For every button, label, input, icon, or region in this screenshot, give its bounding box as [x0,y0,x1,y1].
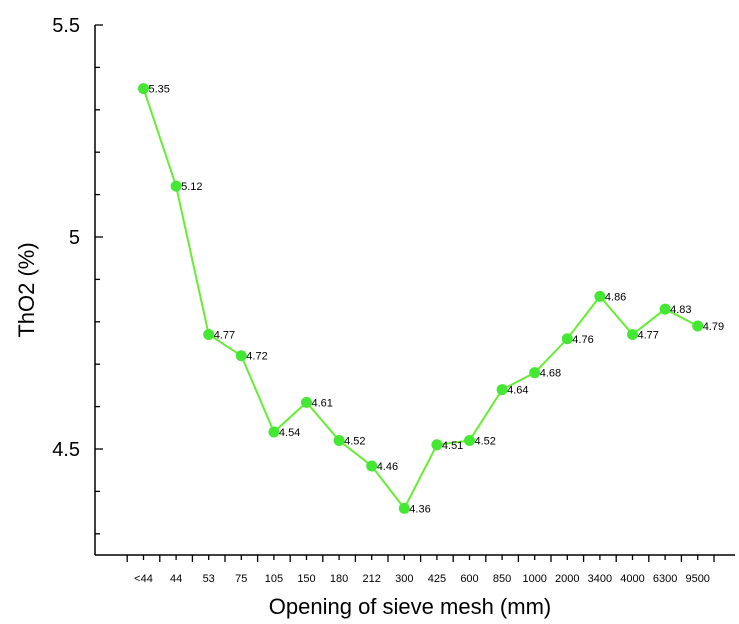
data-point [464,435,475,447]
y-tick-labels: 4.5 5 5.5 [52,15,80,461]
data-point [138,83,149,95]
data-label: 4.86 [605,291,626,303]
x-tick-label: 2000 [555,573,579,585]
x-tick-label: 6300 [653,573,677,585]
data-label: 4.77 [638,330,659,342]
data-point [301,396,312,408]
data-label: 4.83 [670,304,691,316]
data-label: 4.46 [377,461,398,473]
data-point [235,350,247,362]
x-tick-label: 105 [265,573,283,585]
x-axis-label: Opening of sieve mesh (mm) [269,594,551,619]
y-minor-ticks [95,24,103,535]
x-tick-label: 300 [395,573,413,585]
x-tick-label: 3400 [588,573,612,585]
x-tick-label: 75 [235,573,247,585]
axes [94,25,735,556]
x-tick-label: 212 [363,573,381,585]
data-point [561,333,573,345]
data-point [692,320,704,332]
data-label: 4.79 [703,321,724,333]
data-label: 4.52 [344,436,365,448]
series-line [142,88,699,511]
data-label: 4.54 [279,427,300,439]
data-label: 4.68 [540,368,561,380]
data-labels: 5.35 5.12 4.77 4.72 4.54 4.61 4.52 4.46 4.36 4.51… [149,84,725,516]
y-tick-label: 5 [69,227,80,249]
x-tick-labels: <44 44 53 75 105 150 180 212 300 425 600 850 1000 200… [134,573,710,585]
y-tick-label: 5.5 [52,15,80,37]
data-point [529,367,541,379]
x-tick-label: 850 [493,573,511,585]
x-tick-label: 44 [170,573,182,585]
x-tick-label: 4000 [620,573,644,585]
data-point [398,502,410,514]
y-tick-label: 4.5 [52,439,80,461]
x-ticks [126,555,715,562]
x-tick-label: 1000 [522,573,546,585]
data-point [496,384,508,396]
data-point [659,303,671,315]
data-label: 4.77 [214,330,235,342]
data-label: 4.61 [312,397,333,409]
x-tick-label: 53 [203,573,215,585]
data-label: 4.52 [475,436,496,448]
data-label: 4.72 [246,351,267,363]
x-tick-label: 600 [460,573,478,585]
data-point [366,460,378,472]
data-label: 4.51 [442,440,463,452]
data-points [138,83,704,514]
data-point [333,435,345,447]
y-axis-label: ThO2 (%) [14,242,39,337]
data-point [203,329,215,341]
data-point [431,439,443,451]
data-point [268,426,280,438]
x-tick-label: 9500 [685,573,709,585]
data-label: 4.64 [507,385,528,397]
data-label: 5.35 [149,84,170,96]
data-label: 4.36 [409,503,430,515]
x-tick-label: 150 [297,573,315,585]
data-point [594,290,606,302]
x-tick-label: <44 [134,573,153,585]
data-label: 4.76 [572,334,593,346]
x-tick-label: 425 [428,573,446,585]
data-point [170,180,182,192]
x-tick-label: 180 [330,573,348,585]
data-label: 5.12 [181,181,202,193]
data-point [627,329,638,341]
